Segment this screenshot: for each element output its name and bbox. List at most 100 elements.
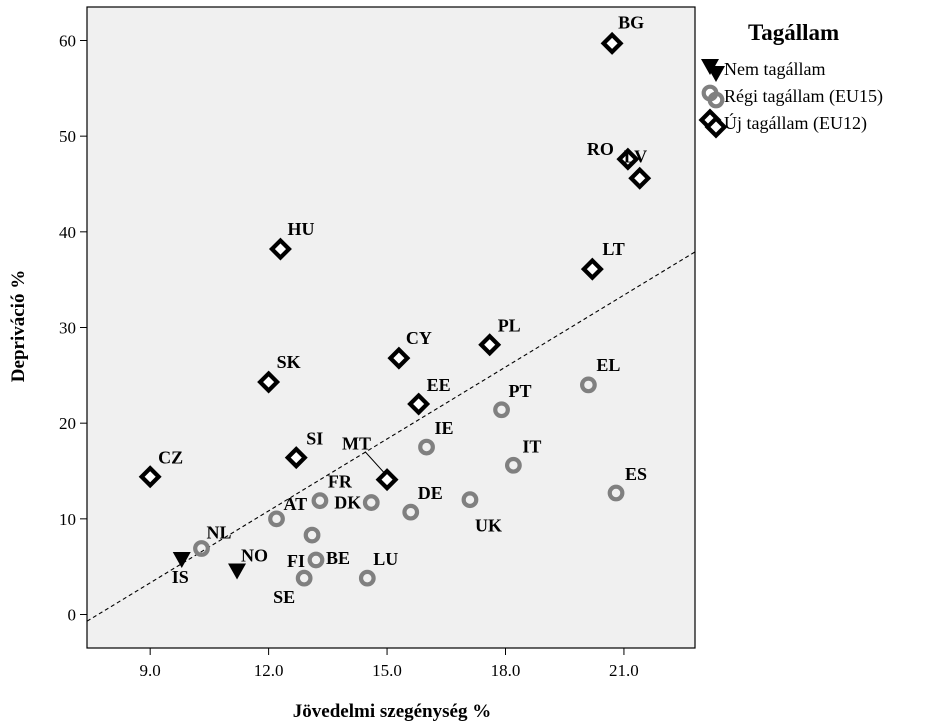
marker-old-member — [418, 438, 435, 456]
data-point — [172, 552, 191, 569]
y-tick-label: 30 — [59, 319, 76, 338]
data-point — [387, 346, 411, 370]
data-point — [407, 392, 431, 416]
marker-non-member — [228, 563, 247, 580]
data-label: RO — [587, 139, 614, 159]
marker-old-member — [307, 551, 325, 569]
data-point — [478, 333, 502, 357]
legend-label: Régi tagállam (EU15) — [724, 86, 883, 107]
data-point — [607, 484, 625, 502]
data-point — [504, 456, 522, 474]
x-tick-label: 15.0 — [372, 661, 402, 680]
y-axis-title: Depriváció % — [8, 270, 29, 382]
data-label: BE — [326, 548, 350, 568]
data-label: AT — [284, 494, 308, 514]
data-point — [402, 503, 420, 521]
data-point — [493, 401, 510, 419]
data-point — [303, 526, 321, 544]
marker-new-member — [138, 465, 162, 489]
data-label: NL — [206, 523, 231, 543]
data-label: DK — [334, 493, 361, 513]
data-point — [295, 569, 313, 587]
data-label: BG — [618, 12, 644, 32]
data-label: EE — [427, 375, 451, 395]
axes: 9.0 12.0 15.0 18.0 21.0 0 10 20 30 40 50 60 — [59, 31, 639, 680]
legend: Tagállam Nem tagállam Régi tagállam (EU15… — [698, 20, 883, 139]
data-label: FI — [287, 551, 305, 571]
marker-new-member — [600, 31, 624, 55]
marker-new-member — [580, 257, 604, 281]
marker-non-member — [172, 552, 191, 569]
x-axis-title: Jövedelmi szegénység % — [293, 701, 491, 722]
data-label: FR — [328, 472, 353, 492]
data-point — [375, 468, 399, 492]
data-label: SK — [277, 352, 301, 372]
marker-old-member — [303, 526, 321, 544]
y-tick-label: 10 — [59, 510, 76, 529]
marker-old-member — [580, 376, 597, 394]
data-point — [358, 569, 376, 587]
data-markers — [138, 31, 652, 587]
data-point — [628, 166, 652, 190]
y-tick-label: 40 — [59, 223, 76, 242]
marker-old-member — [311, 492, 329, 510]
y-tick-label: 0 — [68, 606, 77, 625]
data-point — [228, 563, 247, 580]
legend-title: Tagállam — [748, 20, 839, 45]
data-label: LV — [624, 146, 647, 166]
leader-line — [364, 451, 385, 473]
data-label: LT — [602, 239, 624, 259]
marker-old-member — [607, 484, 625, 502]
x-tick-label: 12.0 — [254, 661, 284, 680]
data-label: DE — [418, 483, 443, 503]
marker-old-member — [504, 456, 522, 474]
marker-new-member — [257, 370, 281, 394]
data-label: HU — [287, 219, 314, 239]
data-point — [257, 370, 281, 394]
data-label: IS — [172, 567, 189, 587]
marker-old-member — [402, 503, 420, 521]
data-point — [580, 376, 597, 394]
data-label: PL — [498, 316, 521, 336]
marker-new-member — [407, 392, 431, 416]
x-tick-label: 9.0 — [140, 661, 161, 680]
data-point — [284, 446, 308, 470]
x-tick-label: 21.0 — [609, 661, 639, 680]
data-point — [418, 438, 435, 456]
marker-new-member — [478, 333, 502, 357]
legend-label: Nem tagállam — [724, 59, 825, 79]
data-point — [362, 494, 380, 511]
marker-new-member — [268, 237, 292, 261]
x-tick-label: 18.0 — [491, 661, 521, 680]
data-point — [580, 257, 604, 281]
y-tick-label: 50 — [59, 127, 76, 146]
legend-item: Nem tagállam — [701, 59, 825, 82]
marker-new-member — [284, 446, 308, 470]
data-label: PT — [509, 381, 532, 401]
data-label: ES — [625, 464, 647, 484]
marker-old-member — [358, 569, 376, 587]
data-label: EL — [596, 355, 620, 375]
data-point — [600, 31, 624, 55]
y-tick-label: 60 — [59, 31, 76, 50]
data-label: NO — [241, 546, 268, 566]
marker-new-member — [616, 147, 640, 171]
legend-item: Régi tagállam (EU15) — [701, 84, 883, 109]
data-point — [268, 510, 285, 528]
marker-new-member-legend — [704, 115, 728, 139]
data-label: MT — [342, 434, 371, 454]
data-labels: IS NO NL AT FR BE FI SE DK LU DE IE UK PT IT EL ES CZ SI SK… — [158, 12, 647, 607]
data-label: SE — [273, 587, 295, 607]
marker-new-member — [387, 346, 411, 370]
marker-old-member — [193, 540, 210, 557]
marker-new-member — [628, 166, 652, 190]
marker-old-member — [268, 510, 285, 528]
data-point — [311, 492, 329, 510]
data-point — [268, 237, 292, 261]
marker-old-member — [295, 569, 313, 587]
data-label: SI — [306, 429, 323, 449]
data-label: LU — [373, 549, 398, 569]
data-label: CY — [406, 328, 432, 348]
data-point — [616, 147, 640, 171]
